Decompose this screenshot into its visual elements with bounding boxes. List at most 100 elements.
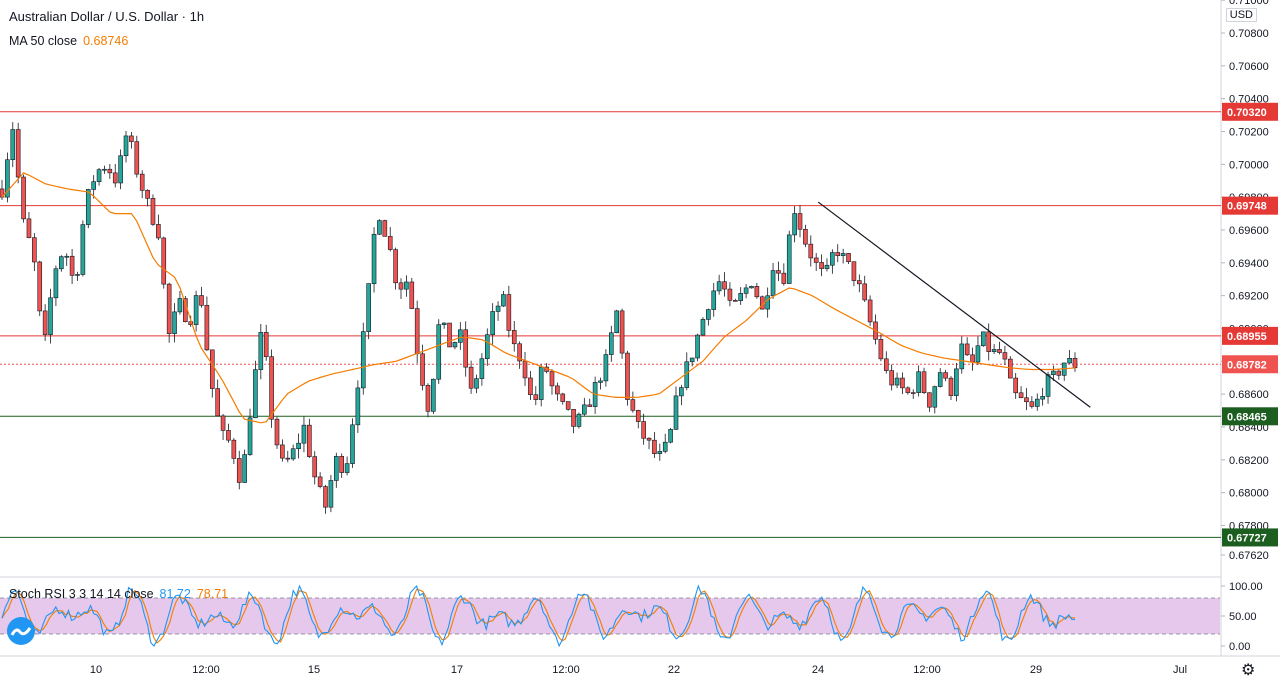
- candle-body: [797, 213, 803, 230]
- candle: [91, 175, 96, 199]
- candle-body: [10, 129, 16, 161]
- tradingview-logo-icon[interactable]: [7, 617, 35, 645]
- candle: [484, 328, 490, 366]
- candle-body: [161, 237, 167, 285]
- candle-body: [932, 386, 938, 408]
- candle: [64, 253, 70, 266]
- candle-body: [409, 281, 415, 309]
- candle-body: [603, 354, 609, 382]
- candle: [927, 392, 932, 412]
- candle-body: [177, 298, 183, 313]
- candle: [447, 322, 452, 348]
- candle-body: [910, 392, 916, 394]
- candle-body: [452, 342, 458, 348]
- candle: [991, 344, 997, 354]
- candle-body: [1024, 397, 1029, 403]
- candle: [749, 285, 754, 289]
- candle-body: [894, 377, 900, 386]
- candle-body: [781, 272, 787, 284]
- gear-icon[interactable]: ⚙: [1241, 662, 1256, 679]
- candle-body: [21, 176, 26, 220]
- candle-body: [921, 371, 927, 394]
- candle-body: [328, 480, 334, 508]
- candle: [242, 449, 247, 483]
- candle: [85, 188, 91, 229]
- candle: [21, 174, 26, 223]
- candle-body: [991, 349, 997, 352]
- candle: [1072, 352, 1078, 372]
- ma-legend: MA 50 close 0.68746: [9, 34, 128, 48]
- candle: [932, 385, 938, 414]
- currency-badge[interactable]: USD: [1225, 8, 1257, 22]
- candle: [851, 261, 857, 287]
- candle-body: [792, 213, 797, 236]
- candle-body: [943, 372, 948, 379]
- candle-body: [673, 395, 679, 430]
- candle-body: [695, 334, 700, 359]
- candle-body: [549, 371, 555, 387]
- candle: [830, 249, 835, 274]
- candle-body: [927, 392, 932, 408]
- ma50-line: [1, 172, 1076, 424]
- candle: [377, 219, 382, 236]
- candle: [970, 347, 975, 371]
- candle-body: [371, 233, 377, 284]
- candle-body: [387, 236, 393, 250]
- candle: [26, 212, 32, 239]
- candle: [177, 290, 183, 315]
- candle: [247, 408, 253, 456]
- candle: [290, 444, 296, 461]
- candle: [387, 227, 393, 252]
- candle: [285, 450, 291, 463]
- candle: [1002, 345, 1008, 365]
- candle-body: [339, 456, 344, 473]
- candle: [835, 244, 841, 263]
- y-tick-label: 0.70800: [1229, 28, 1269, 40]
- candle: [959, 336, 965, 374]
- candle-body: [242, 454, 247, 483]
- candle: [668, 427, 673, 444]
- candle-body: [587, 404, 593, 407]
- candle-body: [862, 283, 868, 301]
- candle: [819, 254, 824, 277]
- candle: [53, 265, 59, 307]
- x-tick-label: 24: [812, 664, 824, 676]
- candle-body: [738, 293, 743, 301]
- candle: [355, 380, 361, 433]
- candle: [711, 282, 717, 317]
- candle: [258, 323, 264, 380]
- candle-body: [166, 283, 172, 334]
- y-tick-label: 0.68600: [1229, 389, 1269, 401]
- candle: [409, 277, 415, 310]
- stoch-legend: Stoch RSI 3 3 14 14 close 81.72 78.71: [9, 587, 228, 601]
- candle: [846, 252, 851, 264]
- candle: [1040, 387, 1045, 406]
- candle: [1061, 362, 1067, 381]
- candle-body: [69, 255, 75, 276]
- candle: [598, 377, 603, 390]
- candle-body: [511, 330, 517, 345]
- candle: [1018, 386, 1024, 399]
- candle: [123, 130, 129, 163]
- candle: [145, 189, 150, 207]
- candle: [296, 433, 301, 459]
- candle-body: [975, 345, 981, 363]
- candle-body: [37, 261, 43, 312]
- candle: [506, 285, 512, 338]
- candle: [565, 401, 571, 411]
- candle-body: [150, 198, 156, 225]
- candle-body: [743, 287, 749, 294]
- candle: [538, 364, 544, 407]
- candle: [328, 474, 334, 513]
- candle: [528, 370, 533, 400]
- candle-body: [824, 264, 830, 269]
- candle: [916, 365, 921, 397]
- candle-body: [1013, 377, 1018, 394]
- candle-body: [263, 332, 269, 357]
- chart-title: Australian Dollar / U.S. Dollar · 1h: [9, 9, 205, 24]
- candle: [808, 235, 814, 267]
- candle-body: [770, 270, 776, 297]
- candle: [894, 372, 900, 389]
- candle: [878, 334, 884, 362]
